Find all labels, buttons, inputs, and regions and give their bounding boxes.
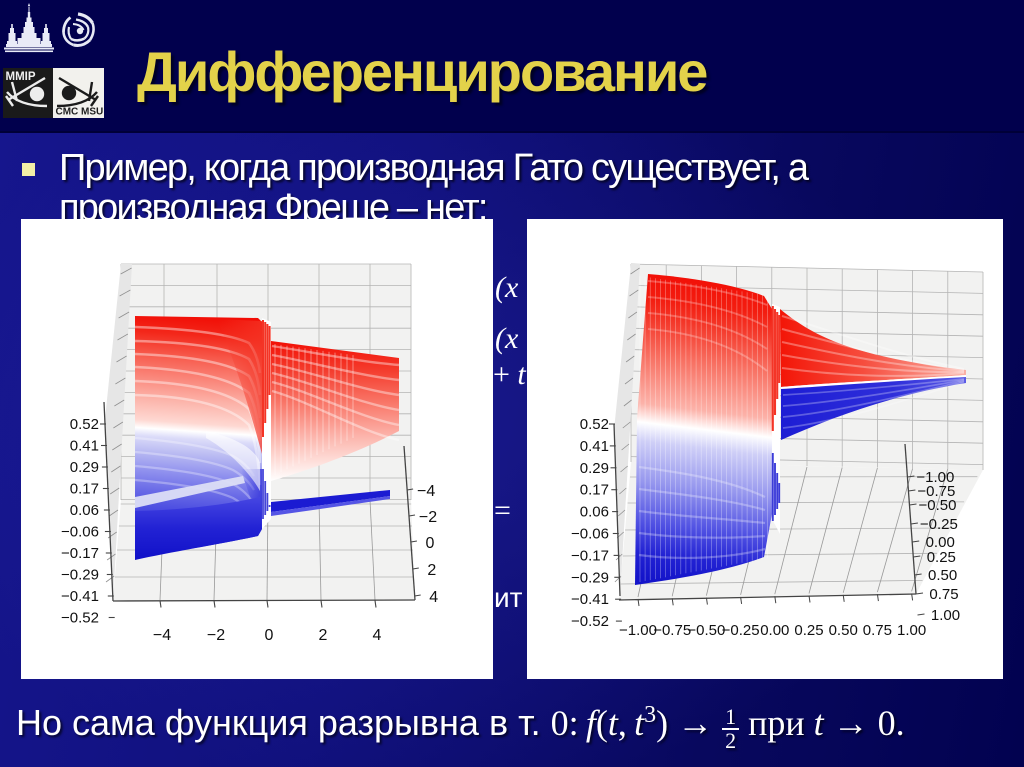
- svg-text:0.17: 0.17: [580, 482, 609, 499]
- svg-text:−4: −4: [417, 483, 435, 500]
- svg-text:0.52: 0.52: [580, 416, 609, 433]
- svg-text:0.06: 0.06: [70, 502, 99, 519]
- svg-text:4: 4: [373, 627, 382, 644]
- svg-text:0.00: 0.00: [760, 622, 789, 639]
- svg-text:−0.29: −0.29: [61, 567, 99, 584]
- svg-text:0.00: 0.00: [926, 534, 955, 551]
- svg-text:MMIP: MMIP: [6, 71, 36, 83]
- svg-text:−0.75: −0.75: [917, 483, 955, 500]
- svg-text:2: 2: [427, 562, 436, 579]
- svg-text:−0.52: −0.52: [571, 613, 609, 630]
- svg-text:−0.41: −0.41: [571, 591, 609, 608]
- svg-text:1.00: 1.00: [897, 622, 926, 639]
- svg-text:0.50: 0.50: [928, 567, 957, 584]
- svg-text:0.06: 0.06: [580, 504, 609, 521]
- svg-text:−0.06: −0.06: [61, 524, 99, 541]
- svg-text:−0.50: −0.50: [687, 622, 725, 639]
- svg-text:0.75: 0.75: [929, 586, 958, 603]
- svg-text:1.00: 1.00: [931, 607, 960, 624]
- svg-text:−0.06: −0.06: [571, 526, 609, 543]
- svg-text:0.41: 0.41: [580, 438, 609, 455]
- svg-text:0: 0: [425, 535, 434, 552]
- svg-text:−1.00: −1.00: [916, 469, 954, 486]
- svg-text:CMC MSU: CMC MSU: [56, 107, 104, 118]
- svg-text:0.41: 0.41: [70, 438, 99, 455]
- svg-text:0.17: 0.17: [70, 481, 99, 498]
- svg-text:−0.25: −0.25: [722, 622, 760, 639]
- svg-text:−4: −4: [153, 627, 171, 644]
- svg-text:2: 2: [319, 627, 328, 644]
- svg-text:−0.50: −0.50: [919, 497, 957, 514]
- svg-text:0.25: 0.25: [927, 549, 956, 566]
- svg-text:0: 0: [265, 627, 274, 644]
- svg-text:−0.41: −0.41: [61, 588, 99, 605]
- svg-text:−0.25: −0.25: [920, 516, 958, 533]
- svg-text:0.52: 0.52: [70, 416, 99, 433]
- svg-text:0.29: 0.29: [70, 459, 99, 476]
- svg-text:−2: −2: [419, 509, 437, 526]
- svg-text:0.50: 0.50: [829, 622, 858, 639]
- svg-text:−1.00: −1.00: [619, 622, 657, 639]
- svg-text:0.75: 0.75: [863, 622, 892, 639]
- svg-text:−2: −2: [207, 627, 225, 644]
- svg-text:−0.17: −0.17: [61, 545, 99, 562]
- svg-text:−0.17: −0.17: [571, 547, 609, 564]
- svg-text:0.29: 0.29: [580, 460, 609, 477]
- svg-text:0.25: 0.25: [794, 622, 823, 639]
- svg-text:−0.29: −0.29: [571, 569, 609, 586]
- svg-text:4: 4: [429, 589, 438, 606]
- svg-text:−0.75: −0.75: [653, 622, 691, 639]
- svg-text:−0.52: −0.52: [61, 610, 99, 627]
